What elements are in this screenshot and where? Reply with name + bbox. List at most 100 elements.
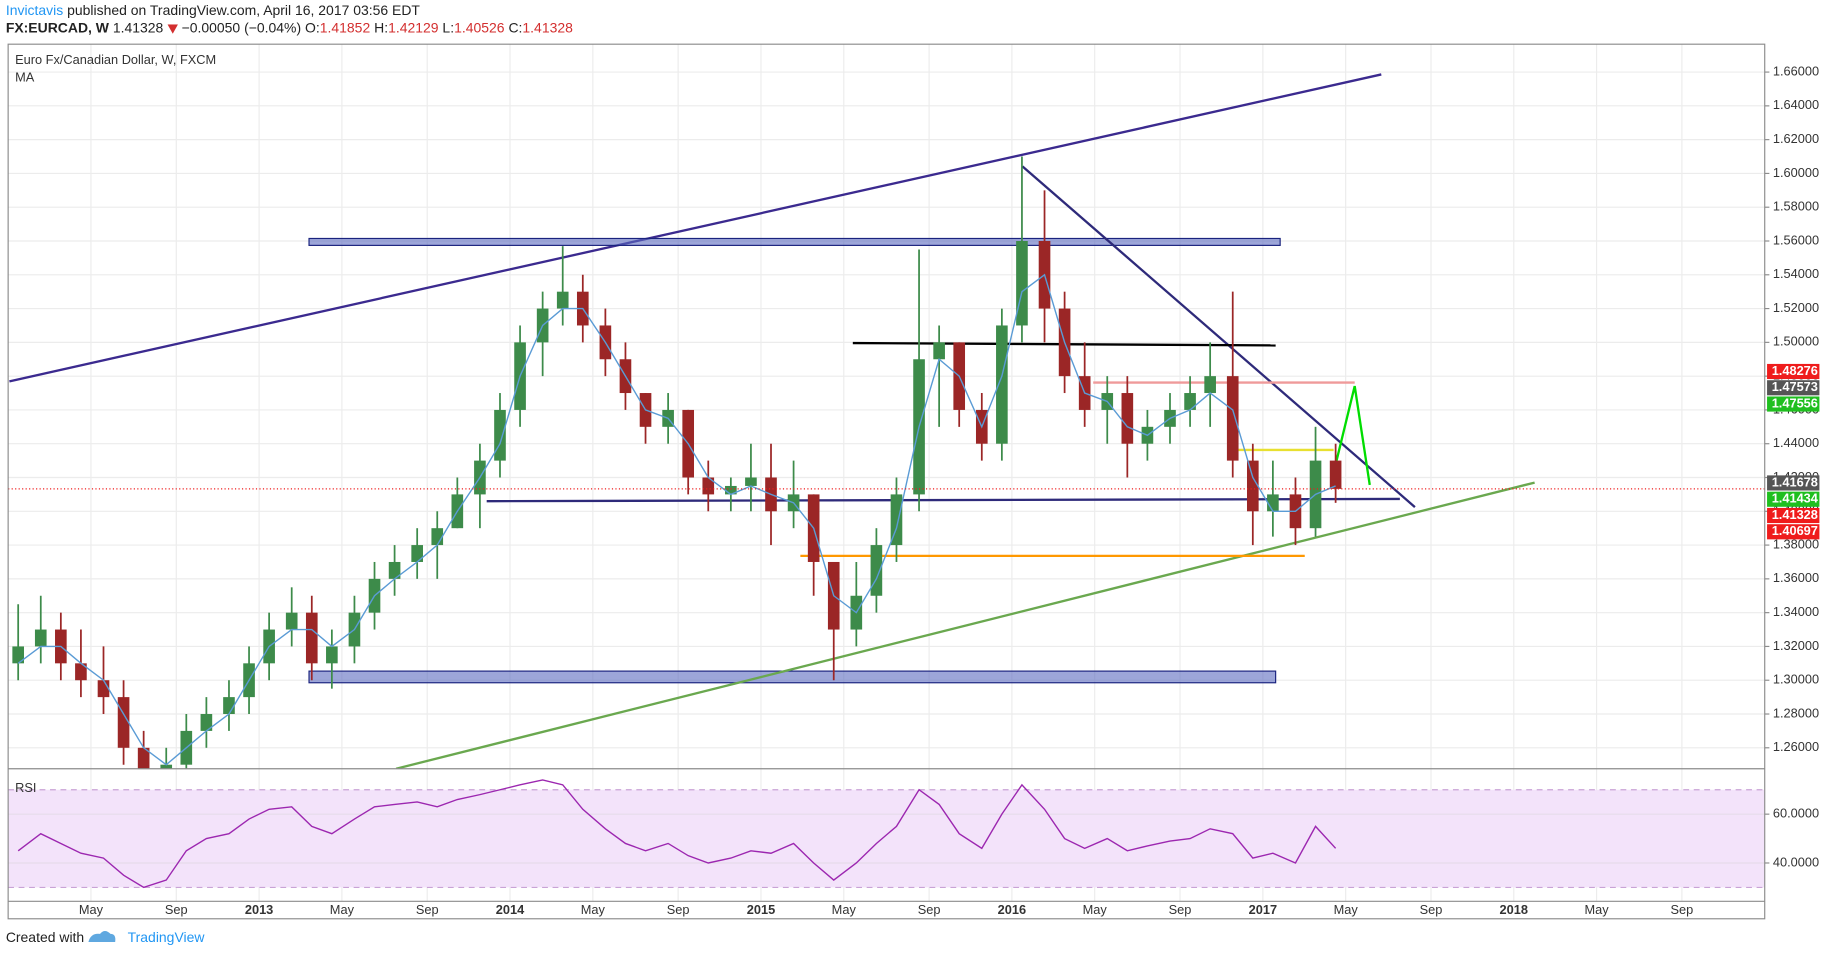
candle-body [411, 545, 423, 562]
price-tag-label: 1.48276 [1772, 363, 1818, 378]
last-price: 1.41328 [112, 19, 164, 37]
y-tick-label: 1.60000 [1773, 165, 1819, 180]
candle-body [702, 477, 715, 495]
price-tag [1767, 396, 1820, 412]
y-tick-label: 1.64000 [1773, 97, 1819, 112]
x-tick-label: Sep [1169, 902, 1192, 917]
y-tick-label: 1.34000 [1773, 604, 1819, 619]
candle-body [1204, 376, 1216, 394]
candle-body [137, 747, 150, 769]
rsi-line [17, 779, 1337, 889]
candle-body [1184, 393, 1196, 410]
x-tick-label: Sep [1420, 902, 1443, 917]
y-tick-label: 1.38000 [1773, 536, 1819, 551]
candle-body [75, 663, 87, 681]
candle-body [890, 494, 903, 546]
footer: Created with TradingView [6, 929, 205, 945]
candle-body [725, 485, 737, 495]
candle-body [200, 714, 213, 731]
x-tick-label: Sep [667, 902, 690, 917]
candle-body [117, 697, 130, 748]
candle-body [388, 561, 401, 579]
ohlc-value: 1.41328 [522, 19, 573, 37]
x-tick-label: 2014 [496, 902, 525, 917]
trend-line [395, 481, 1535, 769]
author[interactable]: Invictavis [5, 2, 64, 19]
candle-body [12, 646, 24, 664]
x-tick-label: May [79, 902, 104, 917]
trend-line [1331, 385, 1371, 486]
price-tag [1767, 491, 1820, 507]
change: −0.00050 (−0.04%) [181, 19, 302, 37]
x-tick-label: 2016 [998, 902, 1026, 917]
symbol: FX:EURCAD, W [5, 19, 109, 37]
header-line-2: FX:EURCAD, W 1.41328 −0.00050 (−0.04%) O… [6, 20, 573, 36]
price-tag-label: 1.41328 [1772, 507, 1818, 522]
price-tag [1767, 475, 1820, 491]
header-line-1: Invictavis published on TradingView.com,… [6, 2, 420, 18]
candle-body [745, 477, 757, 486]
tradingview-logo [88, 930, 116, 943]
x-tick-label: May [330, 902, 355, 917]
y-tick-label: 1.30000 [1773, 672, 1819, 687]
candle-body [223, 697, 235, 715]
x-tick-label: 2017 [1249, 902, 1277, 917]
created-with: Created with [5, 929, 85, 946]
candle-body [870, 545, 883, 596]
x-tick-label: May [1083, 902, 1108, 917]
brand[interactable]: TradingView [127, 929, 205, 946]
y-tick-label: 1.44000 [1773, 435, 1819, 450]
candle-body [1121, 393, 1134, 444]
candle-body [556, 291, 569, 309]
price-tag [1767, 363, 1820, 380]
y-tick-label: 1.58000 [1773, 199, 1819, 214]
y-tick-label: 1.54000 [1773, 266, 1819, 281]
y-tick-label: 1.66000 [1773, 63, 1819, 78]
rsi-tick-label: 40.0000 [1773, 854, 1819, 869]
candle-body [1016, 240, 1028, 326]
x-tick-label: Sep [918, 902, 941, 917]
ohlc-label: H: [374, 19, 389, 37]
ohlc-label: L: [442, 19, 455, 37]
x-tick-label: 2013 [245, 902, 273, 917]
y-tick-label: 1.26000 [1773, 739, 1819, 754]
ohlc-value: 1.40526 [454, 19, 505, 37]
ohlc-value: 1.41852 [319, 19, 371, 37]
x-tick-label: May [1334, 902, 1359, 917]
x-tick-label: May [832, 902, 857, 917]
y-tick-label: 1.28000 [1773, 705, 1819, 720]
trend-line [1021, 165, 1416, 508]
x-tick-label: May [581, 902, 606, 917]
x-tick-label: Sep [1671, 902, 1694, 917]
y-tick-label: 1.52000 [1773, 300, 1819, 315]
y-tick-label: 1.62000 [1773, 131, 1819, 146]
candle-body [1226, 376, 1239, 461]
candle-body [494, 409, 506, 461]
price-tag-label: 1.47573 [1772, 379, 1818, 394]
candle-body [1246, 460, 1259, 512]
price-tag [1767, 524, 1820, 540]
ohlc-label: O: [305, 19, 320, 37]
candle-body [97, 680, 110, 698]
published: published on TradingView.com, April 16, … [67, 2, 420, 19]
price-tag [1767, 380, 1820, 396]
candle-body [305, 612, 318, 664]
price-tag-label: 1.41434 [1772, 491, 1819, 506]
y-tick-label: 1.36000 [1773, 570, 1819, 585]
x-tick-label: Sep [416, 902, 439, 917]
candle-body [1329, 460, 1342, 489]
down-arrow [167, 24, 178, 34]
axes: May Sep 2013 May Sep 2014 May Sep 2015 May Sep 2016… [79, 63, 1820, 917]
rsi-tick-label: 60.0000 [1773, 806, 1819, 821]
ohlc-label: C: [508, 19, 523, 37]
x-tick-label: Sep [165, 902, 188, 917]
ohlc-value: 1.42129 [388, 19, 439, 37]
y-tick-label: 1.50000 [1773, 334, 1819, 349]
candle-body [996, 325, 1008, 444]
zone-rect [308, 670, 1277, 684]
x-tick-label: 2018 [1500, 902, 1528, 917]
x-tick-label: May [1585, 902, 1610, 917]
price-pane [8, 73, 1765, 769]
